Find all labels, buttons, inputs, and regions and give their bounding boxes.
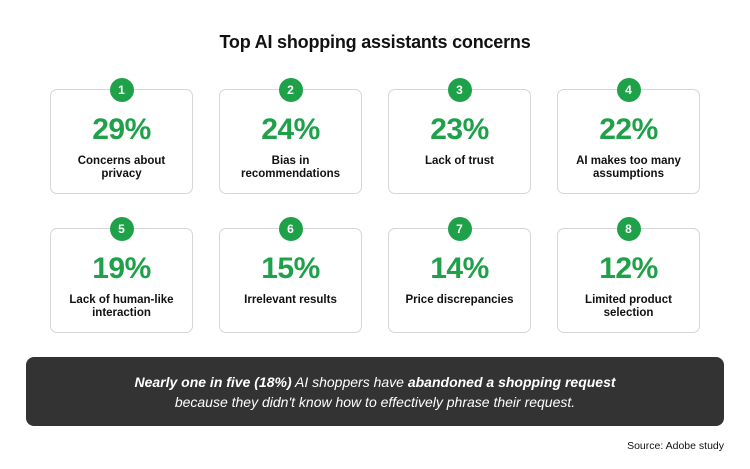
callout-highlight-2: abandoned a shopping request xyxy=(407,373,616,390)
concern-card: 7 14% Price discrepancies xyxy=(388,217,531,333)
rank-badge: 8 xyxy=(616,217,641,241)
rank-badge: 2 xyxy=(278,78,303,102)
concern-card: 1 29% Concerns about privacy xyxy=(50,78,193,194)
concern-percentage: 12% xyxy=(599,252,658,285)
concern-card: 6 15% Irrelevant results xyxy=(219,217,362,333)
concern-card: 5 19% Lack of human-like interaction xyxy=(50,217,193,333)
source-note: Source: Adobe study xyxy=(627,440,724,452)
concern-percentage: 23% xyxy=(430,113,489,146)
concern-label: Bias in recommendations xyxy=(240,155,341,180)
concern-percentage: 14% xyxy=(430,252,489,285)
chart-title: Top AI shopping assistants concerns xyxy=(219,32,531,52)
rank-badge: 1 xyxy=(109,78,134,102)
concern-card: 3 23% Lack of trust xyxy=(388,78,531,194)
callout-text: Nearly one in five (18%) AI shoppers hav… xyxy=(116,372,634,412)
concern-percentage: 19% xyxy=(92,252,151,285)
rank-badge: 4 xyxy=(616,78,641,102)
callout-text-2: AI shoppers have xyxy=(291,373,408,390)
concern-label: Limited product selection xyxy=(585,294,672,319)
concern-label: Price discrepancies xyxy=(405,294,514,306)
rank-badge: 5 xyxy=(109,217,134,241)
concern-percentage: 29% xyxy=(92,113,151,146)
rank-badge: 3 xyxy=(447,78,472,102)
concern-percentage: 24% xyxy=(261,113,320,146)
callout-box: Nearly one in five (18%) AI shoppers hav… xyxy=(26,357,724,426)
concern-card: 4 22% AI makes too many assumptions xyxy=(557,78,700,194)
concern-card: 2 24% Bias in recommendations xyxy=(219,78,362,194)
concern-percentage: 15% xyxy=(261,252,320,285)
callout-text-4: because they didn't know how to effectiv… xyxy=(174,393,576,410)
concern-label: Concerns about privacy xyxy=(77,155,166,180)
callout-highlight-1: Nearly one in five (18%) xyxy=(134,373,292,390)
concern-label: Lack of trust xyxy=(424,155,494,167)
concern-percentage: 22% xyxy=(599,113,658,146)
concern-label: Lack of human-like interaction xyxy=(69,294,174,319)
rank-badge: 7 xyxy=(447,217,472,241)
concern-label: Irrelevant results xyxy=(244,294,337,306)
concern-label: AI makes too many assumptions xyxy=(576,155,681,180)
rank-badge: 6 xyxy=(278,217,303,241)
concern-card: 8 12% Limited product selection xyxy=(557,217,700,333)
